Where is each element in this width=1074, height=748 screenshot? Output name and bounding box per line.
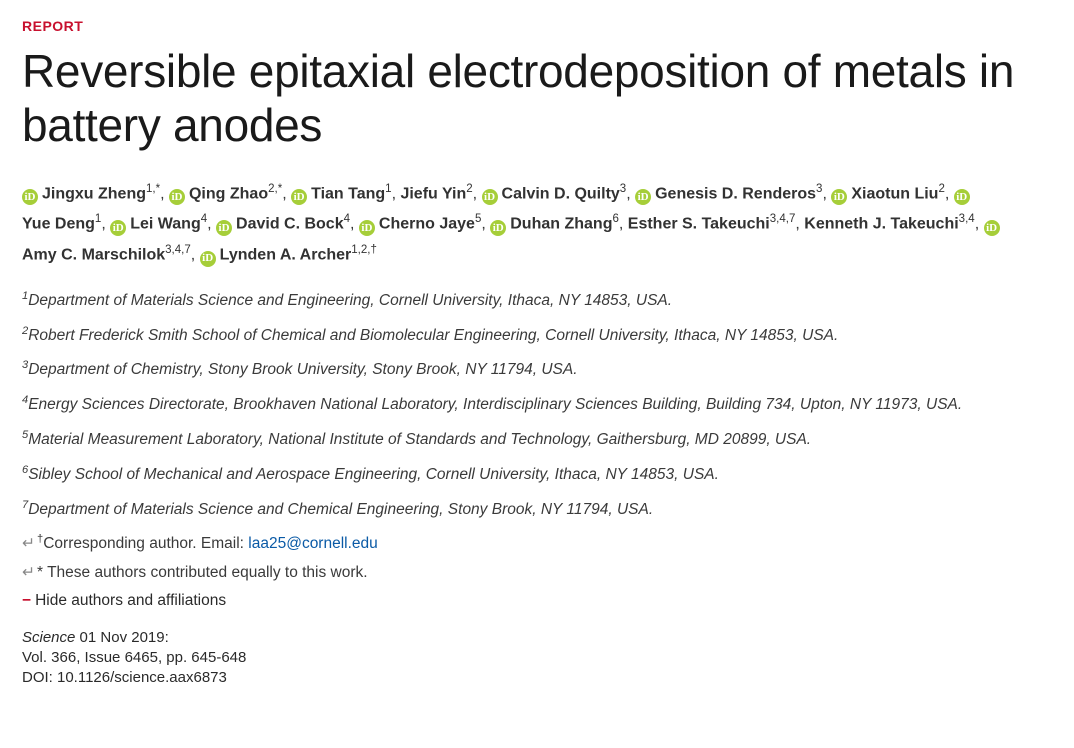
author-link[interactable]: Lei Wang — [130, 216, 201, 233]
volume-issue-pages: Vol. 366, Issue 6465, pp. 645-648 — [22, 649, 246, 666]
author-separator: , — [191, 246, 200, 263]
orcid-icon[interactable] — [22, 189, 38, 205]
corresponding-text: Corresponding author. Email: — [43, 535, 248, 552]
author-link[interactable]: Calvin D. Quilty — [502, 185, 620, 202]
article-title: Reversible epitaxial electrodeposition o… — [22, 44, 1052, 153]
author-separator: , — [160, 185, 169, 202]
orcid-icon[interactable] — [216, 220, 232, 236]
corresponding-email-link[interactable]: laa25@cornell.edu — [248, 535, 378, 552]
author-link[interactable]: Jiefu Yin — [400, 185, 466, 202]
corresponding-author-note: ↵†Corresponding author. Email: laa25@cor… — [22, 533, 1052, 553]
orcid-icon[interactable] — [635, 189, 651, 205]
author-link[interactable]: Esther S. Takeuchi — [628, 216, 770, 233]
orcid-icon[interactable] — [169, 189, 185, 205]
author-link[interactable]: Amy C. Marschilok — [22, 246, 165, 263]
affiliation-superscript: 3,4 — [959, 213, 975, 225]
author-separator: , — [473, 185, 482, 202]
author-link[interactable]: Cherno Jaye — [379, 216, 475, 233]
author-link[interactable]: Lynden A. Archer — [220, 246, 352, 263]
author-separator: , — [350, 216, 359, 233]
orcid-icon[interactable] — [110, 220, 126, 236]
minus-icon: − — [22, 592, 31, 609]
author-separator: , — [481, 216, 490, 233]
affiliation-text: Department of Chemistry, Stony Brook Uni… — [28, 362, 577, 379]
affiliation-item: 2Robert Frederick Smith School of Chemic… — [22, 324, 1052, 347]
journal-name: Science — [22, 629, 75, 646]
publication-date: 01 Nov 2019: — [75, 629, 168, 646]
affiliation-superscript: 2,* — [268, 183, 282, 195]
citation-block: Science 01 Nov 2019: Vol. 366, Issue 646… — [22, 628, 1052, 689]
affiliation-superscript: 3,4,7 — [165, 244, 191, 256]
affiliation-text: Robert Frederick Smith School of Chemica… — [28, 327, 838, 344]
author-separator: , — [795, 216, 804, 233]
author-link[interactable]: Genesis D. Renderos — [655, 185, 816, 202]
orcid-icon[interactable] — [984, 220, 1000, 236]
affiliation-superscript: 1,* — [146, 183, 160, 195]
affiliation-item: 5Material Measurement Laboratory, Nation… — [22, 428, 1052, 451]
author-separator: , — [101, 216, 110, 233]
author-link[interactable]: Kenneth J. Takeuchi — [804, 216, 958, 233]
author-separator: , — [975, 216, 984, 233]
author-link[interactable]: Yue Deng — [22, 216, 95, 233]
affiliation-text: Department of Materials Science and Engi… — [28, 292, 672, 309]
doi-text: DOI: 10.1126/science.aax6873 — [22, 669, 227, 686]
affiliation-text: Energy Sciences Directorate, Brookhaven … — [28, 396, 962, 413]
affiliation-item: 3Department of Chemistry, Stony Brook Un… — [22, 358, 1052, 381]
article-type-label: REPORT — [22, 18, 1052, 34]
author-link[interactable]: Duhan Zhang — [510, 216, 612, 233]
author-separator: , — [945, 185, 954, 202]
author-link[interactable]: Tian Tang — [311, 185, 385, 202]
orcid-icon[interactable] — [200, 251, 216, 267]
author-separator: , — [626, 185, 635, 202]
affiliation-text: Material Measurement Laboratory, Nationa… — [28, 431, 811, 448]
equal-contribution-text: These authors contributed equally to thi… — [43, 564, 368, 581]
author-separator: , — [619, 216, 628, 233]
affiliation-item: 6Sibley School of Mechanical and Aerospa… — [22, 463, 1052, 486]
orcid-icon[interactable] — [490, 220, 506, 236]
author-link[interactable]: Qing Zhao — [189, 185, 268, 202]
affiliation-item: 7Department of Materials Science and Che… — [22, 498, 1052, 521]
affiliation-superscript: 1,2,† — [351, 244, 377, 256]
orcid-icon[interactable] — [291, 189, 307, 205]
orcid-icon[interactable] — [482, 189, 498, 205]
affiliations-list: 1Department of Materials Science and Eng… — [22, 289, 1052, 521]
affiliation-text: Department of Materials Science and Chem… — [28, 501, 653, 518]
affiliation-text: Sibley School of Mechanical and Aerospac… — [28, 466, 719, 483]
author-link[interactable]: David C. Bock — [236, 216, 344, 233]
affiliation-item: 4Energy Sciences Directorate, Brookhaven… — [22, 393, 1052, 416]
return-arrow-icon: ↵ — [22, 564, 35, 581]
author-link[interactable]: Jingxu Zheng — [42, 185, 146, 202]
author-separator: , — [207, 216, 216, 233]
hide-authors-toggle[interactable]: −Hide authors and affiliations — [22, 592, 1052, 610]
orcid-icon[interactable] — [954, 189, 970, 205]
orcid-icon[interactable] — [831, 189, 847, 205]
author-separator: , — [822, 185, 831, 202]
author-separator: , — [282, 185, 291, 202]
authors-list: Jingxu Zheng1,*, Qing Zhao2,*, Tian Tang… — [22, 179, 1052, 271]
hide-authors-label: Hide authors and affiliations — [35, 592, 226, 609]
author-link[interactable]: Xiaotun Liu — [851, 185, 938, 202]
equal-contribution-note: ↵* These authors contributed equally to … — [22, 563, 1052, 582]
return-arrow-icon: ↵ — [22, 535, 35, 552]
affiliation-superscript: 3,4,7 — [770, 213, 796, 225]
affiliation-item: 1Department of Materials Science and Eng… — [22, 289, 1052, 312]
orcid-icon[interactable] — [359, 220, 375, 236]
